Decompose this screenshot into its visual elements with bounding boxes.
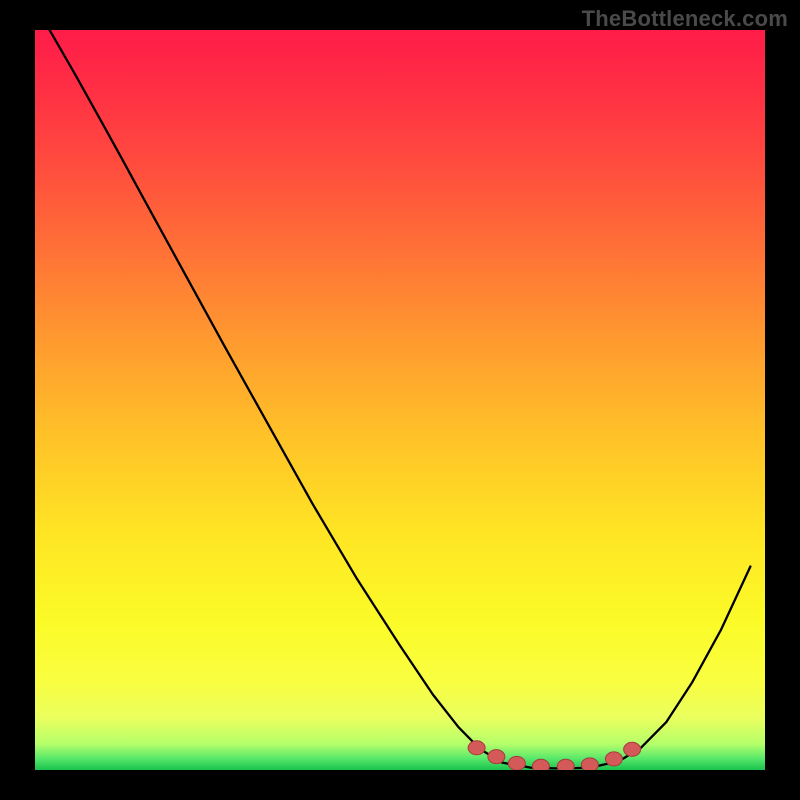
plot-background: [35, 30, 765, 770]
marker-dot: [468, 741, 485, 755]
marker-dot: [624, 742, 641, 756]
watermark-text: TheBottleneck.com: [582, 6, 788, 32]
marker-dot: [605, 752, 622, 766]
marker-dot: [532, 759, 549, 770]
marker-dot: [508, 756, 525, 770]
plot-area: [35, 30, 765, 770]
marker-dot: [581, 758, 598, 770]
marker-dot: [488, 750, 505, 764]
chart-container: TheBottleneck.com: [0, 0, 800, 800]
marker-dot: [557, 759, 574, 770]
